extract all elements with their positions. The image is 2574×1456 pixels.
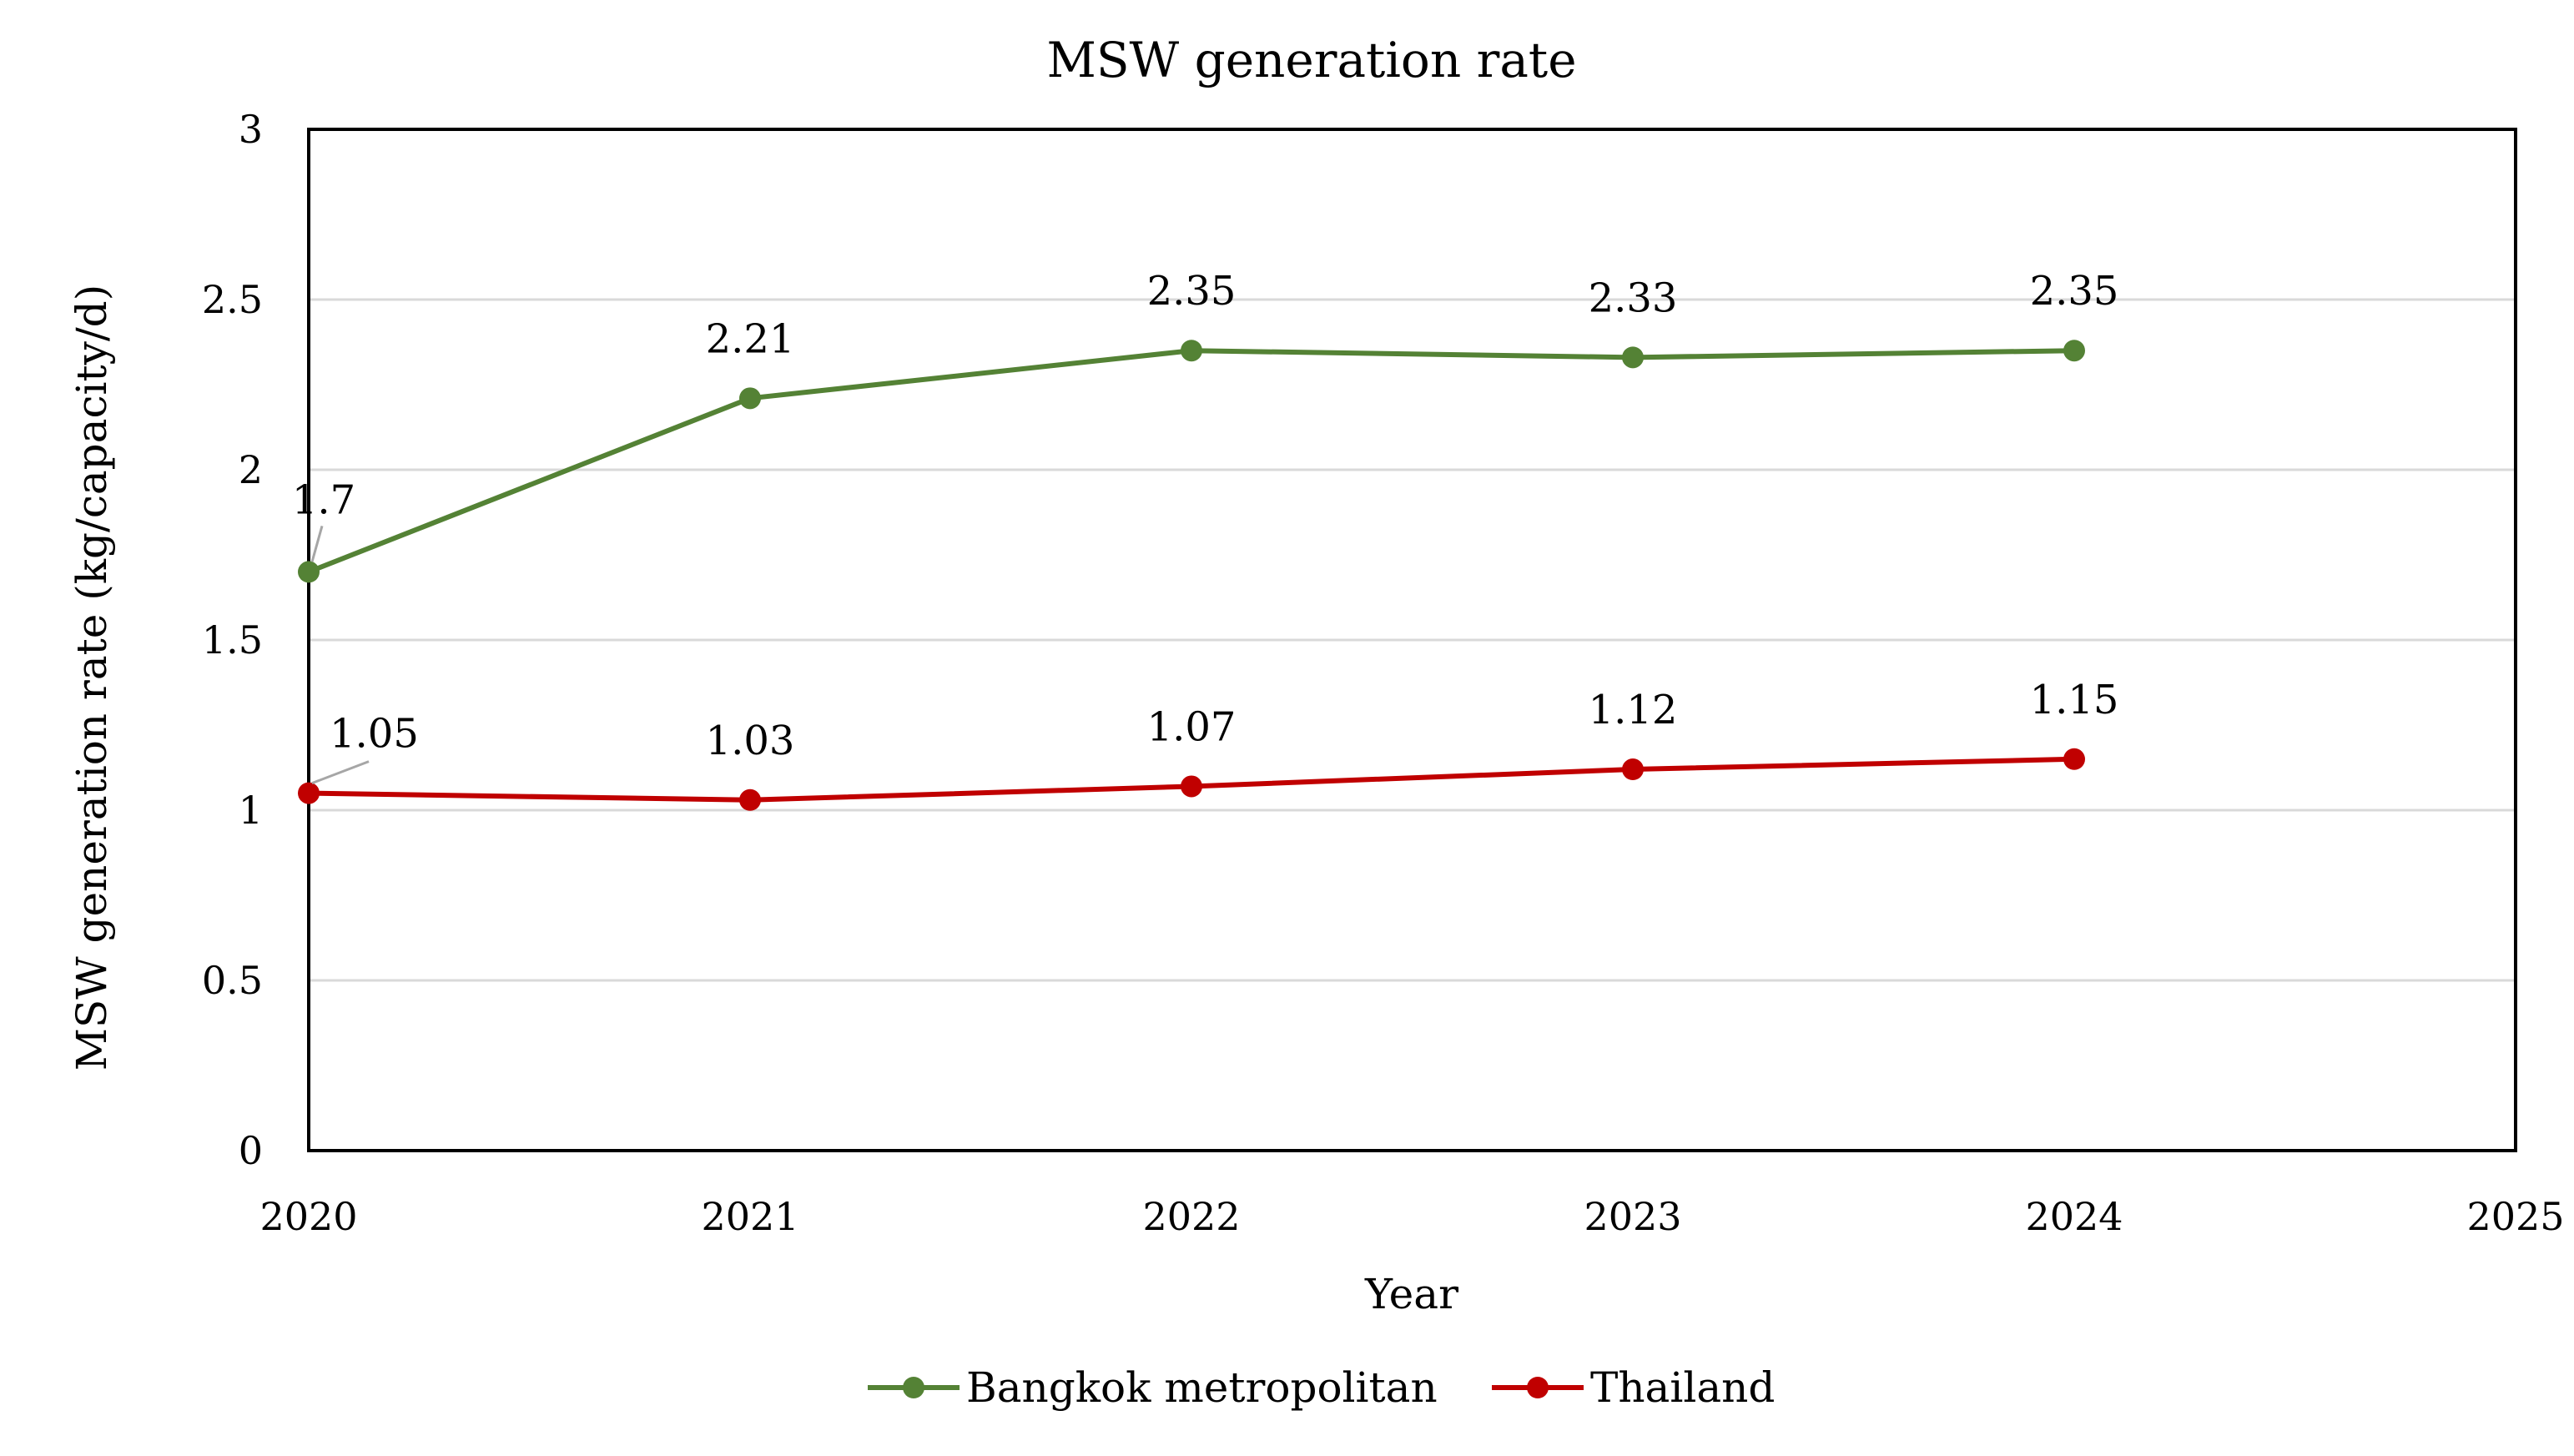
x-tick-label: 2023 [1584,1194,1681,1239]
y-tick-label: 0.5 [202,958,263,1003]
data-point [298,782,320,804]
y-tick-label: 1.5 [202,617,263,663]
chart-title: MSW generation rate [1046,32,1576,88]
data-label: 2.35 [2030,268,2119,315]
series-line [307,348,2075,575]
series-thailand [298,748,2085,811]
y-axis-ticks: 0 0.5 1 1.5 2 2.5 3 [202,107,263,1173]
data-point [739,788,761,811]
data-point [1181,775,1202,798]
plot-area-border [307,128,2517,1152]
data-point [298,561,320,583]
y-tick-label: 3 [239,107,263,152]
data-point [739,387,761,410]
data-label: 2.33 [1589,275,1678,321]
x-axis-title: Year [1364,1270,1458,1318]
x-tick-label: 2025 [2466,1194,2564,1239]
x-tick-label: 2022 [1142,1194,1240,1239]
data-label: 2.21 [706,315,795,362]
data-point [1622,346,1644,369]
data-label: 1.03 [706,718,795,764]
legend-label: Bangkok metropolitan [966,1363,1438,1412]
data-label: 1.15 [2030,677,2119,723]
data-label: 1.05 [330,711,419,758]
series-lines [298,340,2085,811]
data-labels: 1.7 2.21 2.35 2.33 2.35 1.05 1.03 1.07 1.12 1.15 [292,268,2119,785]
gridlines [309,298,2516,982]
data-label: 1.07 [1147,703,1237,750]
y-axis-title: MSW generation rate (kg/capacity/d) [68,285,116,1071]
legend: Bangkok metropolitan Thailand [868,1363,1775,1412]
legend-swatch-marker [903,1377,924,1398]
y-tick-label: 2.5 [202,277,263,322]
x-tick-label: 2024 [2025,1194,2123,1239]
legend-swatch-marker [1527,1377,1549,1398]
data-point [2063,748,2085,770]
data-point [2063,340,2085,362]
x-axis-ticks: 2020 2021 2022 2023 2024 2025 [259,1194,2564,1239]
label-leader-line [310,525,324,562]
data-point [1181,340,1202,362]
y-tick-label: 2 [239,447,263,492]
series-bangkok-metropolitan [298,340,2085,583]
data-label: 2.35 [1147,268,1237,315]
y-tick-label: 0 [239,1128,263,1173]
y-tick-label: 1 [239,788,263,833]
x-tick-label: 2021 [701,1194,798,1239]
data-label: 1.12 [1589,687,1678,733]
label-leader-line [311,760,370,785]
legend-item: Bangkok metropolitan [868,1363,1438,1412]
x-tick-label: 2020 [259,1194,357,1239]
legend-item: Thailand [1492,1363,1775,1412]
legend-label: Thailand [1590,1363,1775,1412]
data-label: 1.7 [292,476,355,523]
data-point [1622,758,1644,781]
